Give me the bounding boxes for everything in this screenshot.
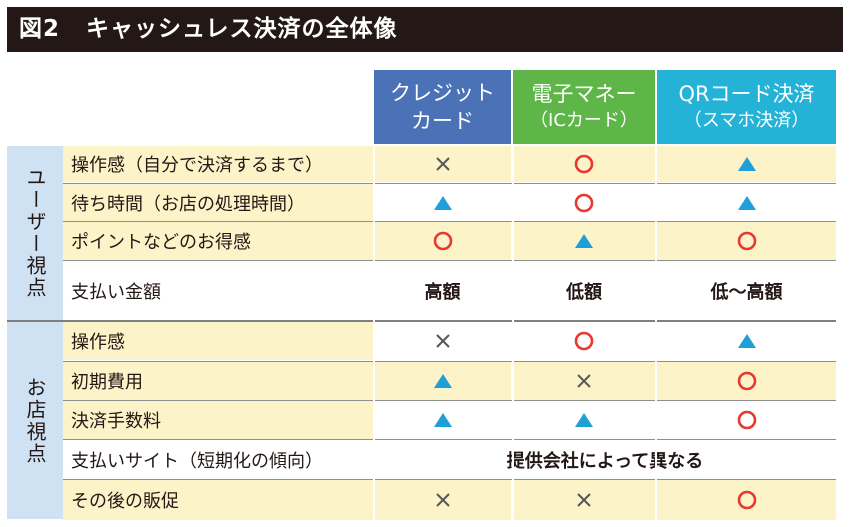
circle-mark-icon xyxy=(737,371,756,391)
rating-cell xyxy=(657,401,836,439)
circle-mark-icon xyxy=(574,331,594,351)
column-header-qr-payment: QRコード決済 （スマホ決済） xyxy=(657,70,836,144)
rating-cell xyxy=(657,480,836,520)
amount-cell: 低～高額 xyxy=(657,261,836,321)
table-row: 決済手数料 xyxy=(63,400,836,439)
circle-mark-icon xyxy=(574,154,594,174)
cross-mark-icon xyxy=(577,374,591,388)
triangle-mark-icon xyxy=(433,195,452,210)
triangle-mark-icon xyxy=(737,334,756,348)
row-label: ポイントなどのお得感 xyxy=(63,222,373,260)
row-label: その後の販促 xyxy=(63,480,373,520)
triangle-mark-icon xyxy=(737,195,756,210)
rating-cell xyxy=(513,362,655,400)
rating-cell xyxy=(513,322,655,360)
triangle-mark-icon xyxy=(575,413,593,427)
row-label: 操作感 xyxy=(63,322,373,360)
amount-cell: 高額 xyxy=(374,261,511,321)
table-row: 支払いサイト（短期化の傾向） 提供会社によって異なる xyxy=(63,439,836,479)
group-label-text: ユーザー視点 xyxy=(23,167,47,299)
group-divider xyxy=(7,320,836,322)
table-row: 操作感（自分で決済するまで） xyxy=(63,146,836,182)
row-label: 初期費用 xyxy=(63,362,373,400)
row-label: 操作感（自分で決済するまで） xyxy=(63,146,373,182)
cross-mark-icon xyxy=(577,493,591,507)
rating-cell xyxy=(513,146,655,182)
rating-cell xyxy=(657,322,836,360)
figure-title: 図2 キャッシュレス決済の全体像 xyxy=(7,7,843,52)
cross-mark-icon xyxy=(435,157,450,171)
rating-cell xyxy=(513,222,655,260)
group-label-text: お店視点 xyxy=(23,376,47,465)
triangle-mark-icon xyxy=(737,157,756,171)
column-header-credit-card: クレジット カード xyxy=(374,70,511,144)
row-label: 支払いサイト（短期化の傾向） xyxy=(63,440,373,479)
rating-cell xyxy=(374,322,511,360)
triangle-mark-icon xyxy=(433,413,452,427)
table-row: その後の販促 xyxy=(63,479,836,520)
row-label: 決済手数料 xyxy=(63,401,373,439)
triangle-mark-icon xyxy=(575,234,593,248)
table-row: 初期費用 xyxy=(63,361,836,400)
column-header-line1: 電子マネー xyxy=(531,82,637,106)
rating-cell xyxy=(657,184,836,221)
table-row: 待ち時間（お店の処理時間） xyxy=(63,183,836,221)
column-divider xyxy=(655,146,657,519)
table-row: 操作感 xyxy=(63,322,836,360)
column-header-e-money: 電子マネー （ICカード） xyxy=(513,70,655,144)
column-divider xyxy=(373,146,375,519)
circle-mark-icon xyxy=(737,490,756,510)
merged-cell: 提供会社によって異なる xyxy=(374,440,836,479)
column-header-line2: カード xyxy=(411,109,474,133)
rating-cell xyxy=(513,184,655,221)
circle-mark-icon xyxy=(737,410,756,430)
cross-mark-icon xyxy=(435,493,450,507)
rating-cell xyxy=(374,480,511,520)
row-label: 待ち時間（お店の処理時間） xyxy=(63,184,373,221)
amount-cell: 低額 xyxy=(513,261,655,321)
figure-title-text: キャッシュレス決済の全体像 xyxy=(86,16,398,42)
cross-mark-icon xyxy=(435,334,450,348)
circle-mark-icon xyxy=(737,231,756,251)
rating-cell xyxy=(374,222,511,260)
rating-cell xyxy=(513,480,655,520)
rating-cell xyxy=(657,222,836,260)
rating-cell xyxy=(374,401,511,439)
rating-cell xyxy=(657,362,836,400)
rating-cell xyxy=(374,146,511,182)
table-row: ポイントなどのお得感 xyxy=(63,221,836,260)
circle-mark-icon xyxy=(433,231,452,251)
rating-cell xyxy=(657,146,836,182)
column-header-line1: クレジット xyxy=(390,81,495,105)
group-label-user: ユーザー視点 xyxy=(7,146,63,320)
rating-cell xyxy=(513,401,655,439)
figure-number: 図2 xyxy=(19,16,61,42)
circle-mark-icon xyxy=(574,193,594,212)
rating-cell xyxy=(374,184,511,221)
row-label: 支払い金額 xyxy=(63,261,373,321)
column-header-line2: （スマホ決済） xyxy=(683,110,810,131)
table-row: 支払い金額 高額 低額 低～高額 xyxy=(63,260,836,321)
column-header-line2: （ICカード） xyxy=(530,110,638,131)
group-label-shop: お店視点 xyxy=(7,322,63,519)
triangle-mark-icon xyxy=(433,374,452,388)
column-divider xyxy=(512,146,514,519)
rating-cell xyxy=(374,362,511,400)
column-header-line1: QRコード決済 xyxy=(678,82,815,106)
